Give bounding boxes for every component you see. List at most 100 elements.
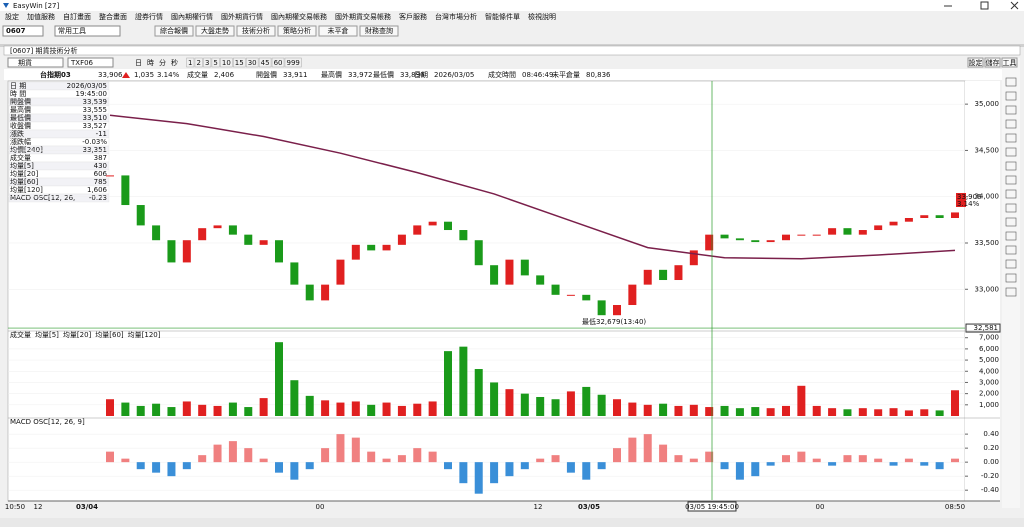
toolbar-button-label[interactable]: 未平倉 (328, 26, 349, 35)
bar (889, 408, 898, 416)
x-tick-label: 10:50 (5, 503, 25, 511)
tool-icon[interactable] (1005, 175, 1017, 185)
period-button[interactable]: 999 (286, 59, 299, 67)
toolbar-button-label[interactable]: 綜合報價 (160, 26, 188, 35)
y-tick-label: 34,000 (975, 193, 1000, 201)
menu-item[interactable]: 國外期貨行情 (221, 12, 263, 21)
period-button[interactable]: 45 (261, 59, 270, 67)
code: 0607 (6, 27, 26, 35)
right-button-label[interactable]: 設定 (969, 58, 983, 67)
up-arrow (122, 72, 130, 78)
quote-label: 成交量 (187, 70, 208, 79)
tool-icon[interactable] (1005, 105, 1017, 115)
tool-icon[interactable] (1005, 273, 1017, 283)
market-box[interactable] (7, 57, 64, 68)
bar (735, 408, 744, 416)
tool-icon[interactable] (1005, 119, 1017, 129)
unit-button[interactable]: 日 (135, 59, 142, 67)
tool-icon[interactable] (1005, 203, 1017, 213)
tool-icon[interactable] (1005, 161, 1017, 171)
bar (720, 405, 729, 416)
tool-icon[interactable] (1005, 147, 1017, 157)
tool-icon[interactable] (1005, 245, 1017, 255)
maximize[interactable] (980, 1, 989, 10)
tool-icon[interactable] (1005, 189, 1017, 199)
toolbar-button-label[interactable]: 財務查詢 (365, 26, 393, 35)
tools-box[interactable] (54, 25, 121, 37)
toolbar-button[interactable] (277, 25, 317, 37)
period-button[interactable]: 15 (235, 59, 244, 67)
menu-item[interactable]: 國內期權交易帳務 (271, 12, 327, 21)
tool-icon[interactable] (1005, 133, 1017, 143)
candle (152, 225, 161, 241)
bar (536, 396, 545, 416)
quote-price: 33,906 (98, 71, 123, 79)
period-button[interactable]: 1 (188, 59, 192, 67)
unit-button[interactable]: 時 (147, 59, 154, 67)
period-button[interactable]: 10 (222, 59, 231, 67)
tool-icon[interactable] (1005, 77, 1017, 87)
period-button[interactable]: 5 (213, 59, 217, 67)
bar (643, 404, 652, 416)
bar (812, 405, 821, 416)
candle (536, 275, 545, 285)
period-button[interactable]: 3 (205, 59, 209, 67)
right-button[interactable] (1001, 57, 1018, 68)
x-tick-label: 00 (316, 503, 325, 511)
period-button[interactable]: 60 (274, 59, 283, 67)
menu-item[interactable]: 設定 (5, 12, 19, 21)
candle (321, 284, 330, 301)
menu-item[interactable]: 智能條件單 (485, 12, 520, 21)
symbol-box[interactable] (67, 57, 114, 68)
quote-value: 33,972 (348, 71, 373, 79)
candle (290, 262, 299, 285)
period-frame (233, 57, 246, 68)
bar (643, 434, 652, 463)
bar (382, 402, 391, 416)
menu-item[interactable]: 檢視說明 (528, 12, 556, 21)
tool-icon[interactable] (1005, 91, 1017, 101)
toolbar-button[interactable] (236, 25, 276, 37)
menu-item[interactable]: 國外期貨交易帳務 (335, 12, 391, 21)
tool-icon[interactable] (1005, 287, 1017, 297)
close[interactable] (1010, 1, 1019, 10)
bar (735, 462, 744, 480)
tool-icon[interactable] (1005, 259, 1017, 269)
bar (490, 462, 499, 484)
quote-value: 33,911 (283, 71, 308, 79)
unit-button[interactable]: 秒 (171, 58, 178, 67)
menu-item[interactable]: 台灣市場分析 (435, 12, 477, 21)
toolbar-button[interactable] (195, 25, 235, 37)
menu-item[interactable]: 國內期權行情 (171, 12, 213, 21)
code-box[interactable] (2, 25, 44, 37)
tool-icon[interactable] (1005, 217, 1017, 227)
right-button[interactable] (967, 57, 984, 68)
unit-button[interactable]: 分 (159, 58, 166, 67)
right-button-label[interactable]: 儲存 (986, 58, 1000, 67)
toolbar-button-label[interactable]: 大盤走勢 (201, 26, 229, 35)
period-button[interactable]: 30 (248, 59, 257, 67)
period-button[interactable]: 2 (196, 59, 200, 67)
bar (382, 458, 391, 463)
candle (259, 240, 268, 245)
toolbar-button-label[interactable]: 技術分析 (242, 26, 270, 35)
bar (505, 462, 514, 477)
menu-item[interactable]: 加值服務 (27, 12, 55, 21)
info-label: 均價[240] (10, 145, 43, 154)
bar (613, 399, 621, 416)
toolbar-button[interactable] (359, 25, 399, 37)
menu-item[interactable]: 客戶服務 (399, 12, 427, 21)
menu-item[interactable]: 自訂畫面 (63, 12, 91, 21)
bar (766, 408, 775, 416)
toolbar-button[interactable] (154, 25, 194, 37)
quote-label: 開盤價 (256, 70, 277, 79)
right-button[interactable] (984, 57, 1001, 68)
tool-icon[interactable] (1005, 231, 1017, 241)
menu-item[interactable]: 整合畫面 (99, 12, 127, 21)
menu-item[interactable]: 證券行情 (135, 12, 163, 21)
scrollbar[interactable] (0, 518, 1024, 527)
toolbar-button[interactable] (318, 25, 358, 37)
info-value: 19:45:00 (76, 90, 107, 98)
right-button-label[interactable]: 工具 (1003, 59, 1017, 67)
toolbar-button-label[interactable]: 策略分析 (283, 26, 311, 35)
